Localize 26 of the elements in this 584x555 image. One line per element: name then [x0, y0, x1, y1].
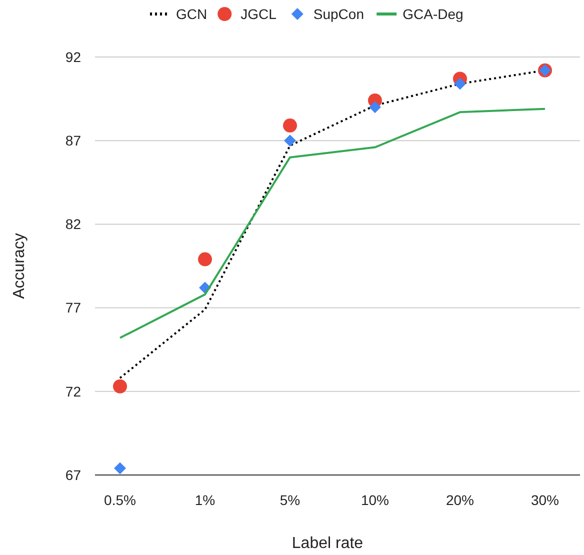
point	[369, 101, 381, 114]
point	[114, 462, 126, 474]
x-tick-label: 5%	[280, 492, 300, 508]
point	[198, 252, 212, 266]
legend-label: JGCL	[240, 6, 277, 22]
x-axis-title: Label rate	[292, 535, 364, 552]
y-tick-label: 77	[65, 300, 82, 316]
point	[283, 118, 297, 133]
x-tick-label: 1%	[194, 492, 216, 508]
y-axis-title: Accuracy	[11, 233, 28, 299]
line-series	[119, 108, 546, 339]
point	[284, 134, 296, 147]
y-tick-label: 92	[65, 48, 82, 65]
point	[113, 379, 127, 394]
point	[454, 78, 466, 90]
x-tick-label: 20%	[446, 492, 474, 508]
y-tick-label: 87	[65, 132, 82, 148]
y-tick-label: 82	[65, 216, 82, 232]
x-tick-label: 10%	[360, 492, 390, 508]
legend-label: GCA-Deg	[402, 6, 464, 22]
legend-label: SupCon	[313, 6, 364, 22]
x-tick-label: 30%	[530, 492, 560, 508]
legend-label: GCN	[176, 6, 208, 22]
x-tick-label: 0.5%	[104, 492, 136, 508]
y-tick-label: 67	[65, 466, 82, 483]
y-tick-label: 72	[65, 383, 82, 400]
